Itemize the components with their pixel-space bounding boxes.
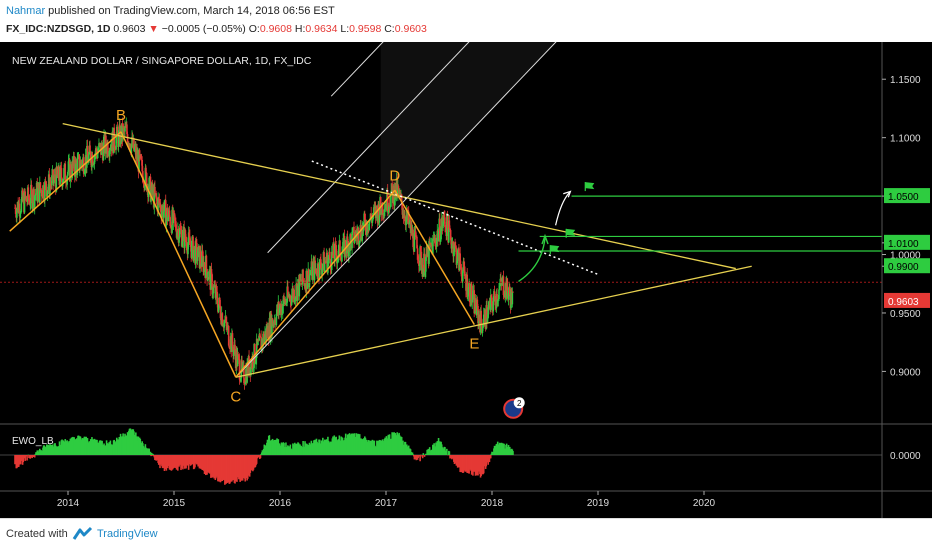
low-label: L: — [340, 23, 349, 35]
target-price-label: 1.0500 — [888, 192, 919, 203]
x-tick-label: 2019 — [587, 498, 610, 509]
created-with-text: Created with — [6, 528, 68, 540]
tradingview-logo-icon — [72, 525, 94, 543]
wave-label-d: D — [389, 167, 400, 184]
publish-info: published on TradingView.com, March 14, … — [45, 5, 335, 17]
target-price-label: 1.0100 — [888, 239, 919, 250]
close-label: C: — [384, 23, 395, 35]
ewo-bar — [152, 454, 154, 455]
candle-body — [498, 289, 500, 299]
ewo-bar — [34, 455, 36, 458]
close-value: 0.9603 — [395, 23, 427, 35]
ohlc-line: FX_IDC:NZDSGD, 1D 0.9603 ▼ −0.0005 (−0.0… — [6, 23, 427, 35]
chart-header: Nahmar published on TradingView.com, Mar… — [0, 0, 932, 42]
ewo-label: EWO_LB — [12, 436, 54, 447]
symbol-label: FX_IDC:NZDSGD, 1D — [6, 23, 110, 35]
open-label: O: — [249, 23, 260, 35]
low-value: 0.9598 — [349, 23, 381, 35]
publish-line: Nahmar published on TradingView.com, Mar… — [6, 5, 335, 17]
ewo-bar — [424, 455, 426, 457]
candle-body — [492, 301, 494, 311]
ewo-bar — [26, 455, 28, 461]
last-price: 0.9603 — [113, 23, 145, 35]
candle-body — [512, 292, 514, 293]
ewo-bar — [422, 455, 424, 458]
ewo-bar — [490, 455, 492, 458]
candle-body — [197, 257, 199, 261]
y-tick-label: 0.9000 — [890, 367, 921, 378]
open-value: 0.9608 — [260, 23, 292, 35]
candle-body — [258, 341, 260, 342]
wave-label-b: B — [116, 107, 126, 124]
candle-body — [61, 168, 63, 178]
badge-count: 2 — [517, 399, 522, 408]
candle-body — [329, 252, 331, 259]
y-tick-label: 1.1500 — [890, 75, 921, 86]
candle-body — [77, 159, 79, 175]
x-tick-label: 2018 — [481, 498, 504, 509]
x-tick-label: 2014 — [57, 498, 80, 509]
ewo-bar — [423, 453, 425, 455]
chart-title: NEW ZEALAND DOLLAR / SINGAPORE DOLLAR, 1… — [12, 55, 312, 67]
tradingview-brand-link[interactable]: TradingView — [97, 528, 158, 540]
candle-body — [398, 186, 400, 189]
candle-body — [89, 145, 91, 151]
down-arrow-icon: ▼ — [148, 23, 158, 35]
candle-body — [40, 182, 42, 190]
candle-body — [302, 270, 304, 281]
candle-body — [512, 292, 514, 305]
x-tick-label: 2017 — [375, 498, 398, 509]
high-value: 0.9634 — [305, 23, 337, 35]
high-label: H: — [295, 23, 306, 35]
x-tick-label: 2020 — [693, 498, 716, 509]
footer: Created with TradingView — [0, 518, 932, 551]
ewo-bar — [419, 455, 421, 461]
ewo-bar — [512, 451, 514, 455]
ewo-bar — [449, 451, 451, 455]
x-tick-label: 2016 — [269, 498, 292, 509]
y-tick-label: 1.1000 — [890, 134, 921, 145]
x-tick-label: 2015 — [163, 498, 186, 509]
author-link[interactable]: Nahmar — [6, 5, 45, 17]
price-change: −0.0005 (−0.05%) — [162, 23, 246, 35]
candle-body — [384, 209, 386, 216]
ewo-bar — [412, 454, 414, 455]
wave-label-c: C — [230, 388, 241, 405]
wave-label-e: E — [469, 336, 479, 353]
last-price-label: 0.9603 — [888, 297, 919, 308]
candle-body — [206, 256, 208, 269]
candle-body — [45, 181, 47, 190]
target-price-label: 0.9900 — [888, 262, 919, 273]
ewo-y-tick-label: 0.0000 — [890, 451, 921, 462]
ewo-bar — [260, 455, 262, 458]
ewo-bar — [446, 449, 448, 455]
y-tick-label: 0.9500 — [890, 309, 921, 320]
